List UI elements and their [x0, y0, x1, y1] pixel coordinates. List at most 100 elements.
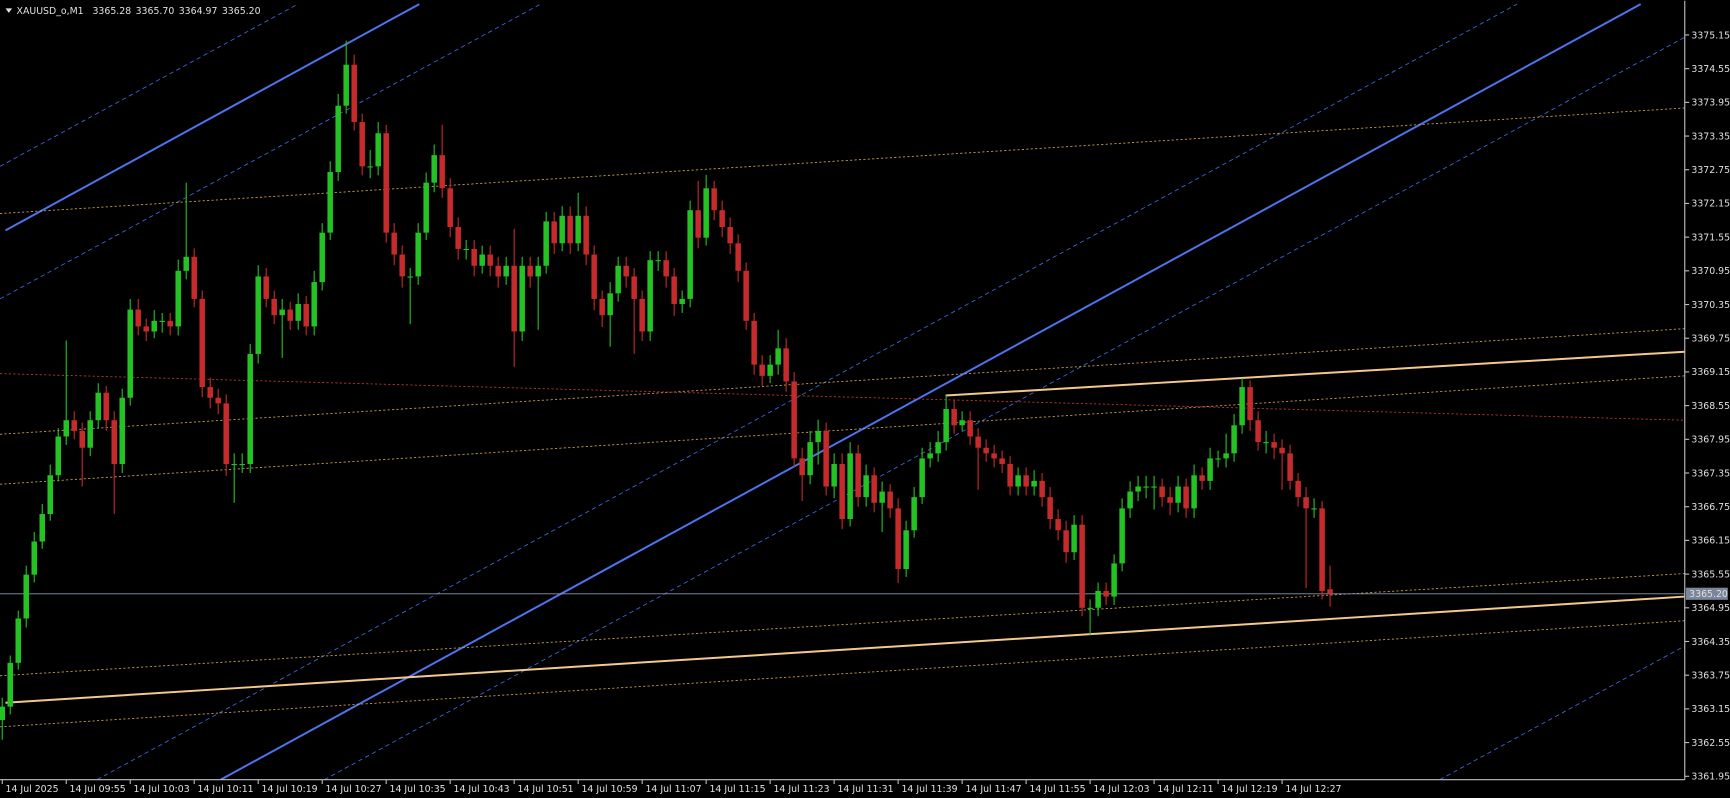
candle-body [1183, 486, 1189, 509]
candle-body [399, 254, 405, 277]
trend-line [5, 595, 1685, 704]
y-tick-label: 3375.15 [1691, 30, 1730, 41]
candle-body [367, 166, 373, 168]
y-tick-label: 3368.55 [1691, 401, 1730, 412]
candle-body [23, 574, 29, 619]
candle-body [1047, 497, 1053, 520]
menu-arrow[interactable] [5, 8, 13, 13]
x-tick-label: 14 Jul 11:15 [709, 784, 765, 795]
candle-body [975, 436, 981, 448]
candle-body [143, 326, 149, 332]
header-value: 3364.97 [179, 6, 218, 17]
candle-body [775, 348, 781, 365]
y-tick-label: 3373.35 [1691, 131, 1730, 142]
trend-line [5, 3, 420, 232]
trend-line [1439, 645, 1685, 780]
candle-body [447, 188, 453, 228]
candle-body [855, 453, 861, 498]
candle-body [1071, 524, 1077, 553]
candle-body [703, 188, 709, 238]
candle-body [663, 260, 669, 277]
candle-body [151, 320, 157, 332]
y-tick-label: 3363.15 [1691, 704, 1730, 715]
y-tick-label: 3370.35 [1691, 300, 1730, 311]
candle-body [783, 348, 789, 382]
candle-body [759, 364, 765, 376]
candle-body [1191, 475, 1197, 509]
y-tick-label: 3370.95 [1691, 266, 1730, 277]
candle-body [535, 265, 541, 277]
x-tick-label: 14 Jul 12:27 [1285, 784, 1341, 795]
candle-body [1111, 563, 1117, 597]
candle-body [351, 64, 357, 123]
candle-body [1023, 475, 1029, 487]
candle-body [1247, 387, 1253, 421]
y-tick-label: 3369.75 [1691, 334, 1730, 345]
y-tick-label: 3371.55 [1691, 232, 1730, 243]
candle-body [1327, 589, 1333, 594]
candle-body [1159, 486, 1165, 498]
candle-body [167, 320, 173, 327]
x-tick-label: 14 Jul 09:55 [70, 784, 126, 795]
candle-body [159, 320, 165, 322]
candle-body [135, 309, 141, 327]
candle-body [247, 353, 253, 465]
y-tick-label: 3369.15 [1691, 367, 1730, 378]
trend-line [0, 107, 1685, 214]
trend-line [324, 36, 1685, 780]
trend-line [0, 573, 1685, 677]
candle-body [55, 436, 61, 476]
candle-body [327, 171, 333, 233]
candle-body [47, 475, 53, 515]
trend-line [220, 3, 1642, 780]
x-tick-label: 14 Jul 11:55 [1029, 784, 1085, 795]
candle-body [575, 215, 581, 244]
y-tick-label: 3366.15 [1691, 536, 1730, 547]
price-tag-label: 3365.20 [1689, 589, 1728, 600]
header-value: 3365.20 [222, 6, 261, 17]
candle-body [519, 265, 525, 332]
candle-body [791, 381, 797, 459]
candle-body [455, 227, 461, 249]
candle-body [271, 298, 277, 316]
candle-body [335, 105, 341, 172]
candle-body [1263, 442, 1269, 444]
candle-body [343, 64, 349, 106]
candle-body [111, 420, 117, 465]
candle-body [1151, 486, 1157, 488]
candle-body [1207, 458, 1213, 481]
candle-body [79, 430, 85, 448]
candle-body [935, 442, 941, 454]
candle-body [943, 408, 949, 443]
x-tick-label: 14 Jul 10:11 [198, 784, 254, 795]
trend-line [0, 3, 299, 167]
candle-body [119, 397, 125, 465]
candle-body [319, 232, 325, 283]
candle-body [1215, 458, 1221, 460]
chart-header: XAUUSD_o,M1 3365.28 3365.70 3364.97 3365.20 [17, 6, 261, 17]
candle-body [1039, 480, 1045, 498]
candle-body [263, 276, 269, 299]
y-tick-label: 3367.95 [1691, 435, 1730, 446]
header-value: 3365.70 [136, 6, 175, 17]
y-tick-label: 3363.75 [1691, 670, 1730, 681]
x-tick-label: 14 Jul 12:11 [1157, 784, 1213, 795]
candle-body [927, 453, 933, 459]
candle-body [279, 309, 285, 316]
x-tick-label: 14 Jul 10:43 [453, 784, 509, 795]
candle-body [311, 282, 317, 327]
candle-body [31, 541, 37, 575]
candle-body [15, 618, 21, 663]
candle-body [359, 122, 365, 167]
candle-body [887, 491, 893, 509]
candle-body [407, 276, 413, 278]
x-tick-label: 14 Jul 10:51 [517, 784, 573, 795]
candle-body [207, 387, 213, 398]
candle-body [1175, 486, 1181, 503]
candle-body [615, 265, 621, 294]
candle-body [1007, 464, 1013, 487]
candle-body [839, 464, 845, 520]
candle-body [591, 254, 597, 299]
x-tick-label: 14 Jul 10:59 [581, 784, 637, 795]
candle-body [1055, 519, 1061, 531]
